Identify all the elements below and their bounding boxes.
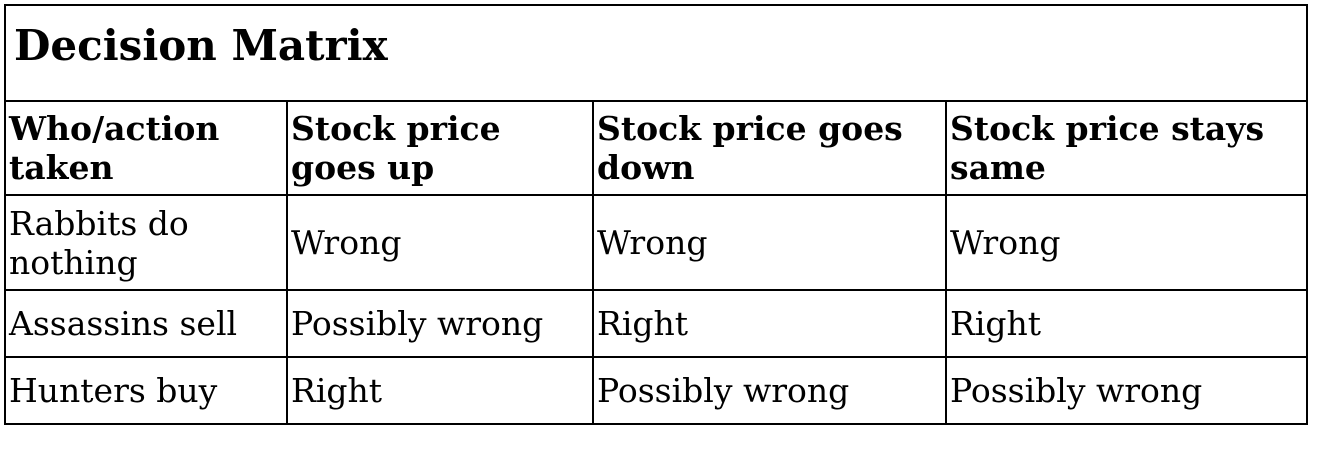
header-who-action: Who/action taken [4, 100, 288, 196]
table-row: Assassins sell Possibly wrong Right Righ… [4, 289, 1308, 358]
decision-matrix-table: Decision Matrix Who/action taken Stock p… [4, 4, 1308, 425]
table-row: Hunters buy Right Possibly wrong Possibl… [4, 356, 1308, 425]
row-label: Rabbits do nothing [4, 194, 288, 291]
cell-price-same: Possibly wrong [945, 356, 1308, 425]
cell-price-down: Right [592, 289, 947, 358]
header-price-down: Stock price goes down [592, 100, 947, 196]
table-title: Decision Matrix [4, 4, 1308, 100]
cell-price-down: Possibly wrong [592, 356, 947, 425]
header-price-up: Stock price goes up [286, 100, 594, 196]
header-row: Who/action taken Stock price goes up Sto… [4, 100, 1308, 196]
cell-price-up: Right [286, 356, 594, 425]
row-label: Hunters buy [4, 356, 288, 425]
cell-price-same: Right [945, 289, 1308, 358]
cell-price-up: Possibly wrong [286, 289, 594, 358]
row-label: Assassins sell [4, 289, 288, 358]
table-row: Rabbits do nothing Wrong Wrong Wrong [4, 194, 1308, 291]
cell-price-same: Wrong [945, 194, 1308, 291]
cell-price-down: Wrong [592, 194, 947, 291]
cell-price-up: Wrong [286, 194, 594, 291]
header-price-same: Stock price stays same [945, 100, 1308, 196]
